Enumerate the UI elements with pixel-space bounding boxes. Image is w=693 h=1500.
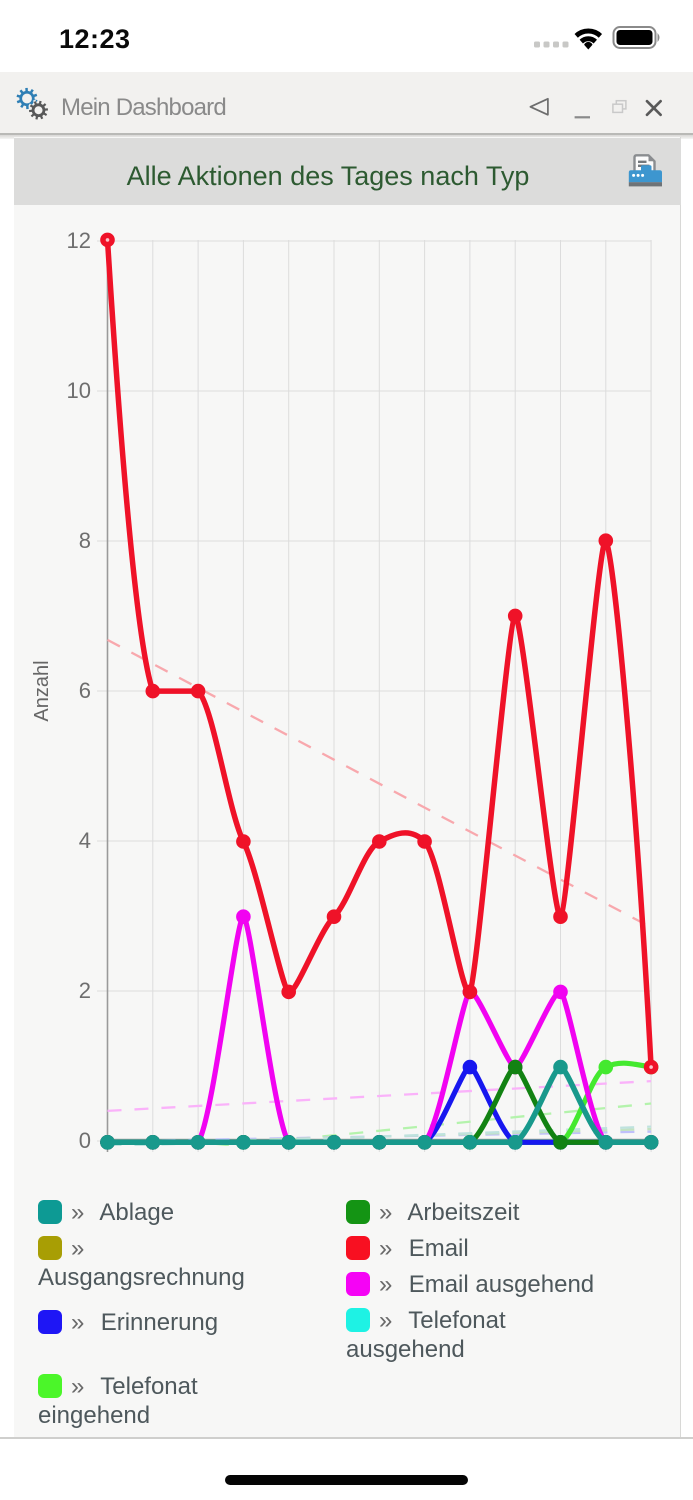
- svg-text:2: 2: [79, 978, 91, 1003]
- svg-text:4: 4: [79, 828, 91, 853]
- svg-text:8: 8: [79, 528, 91, 553]
- svg-text:Anzahl: Anzahl: [31, 660, 53, 721]
- svg-text:6: 6: [79, 678, 91, 703]
- svg-text:0: 0: [79, 1128, 91, 1153]
- svg-text:12: 12: [67, 228, 91, 253]
- svg-text:10: 10: [67, 378, 91, 403]
